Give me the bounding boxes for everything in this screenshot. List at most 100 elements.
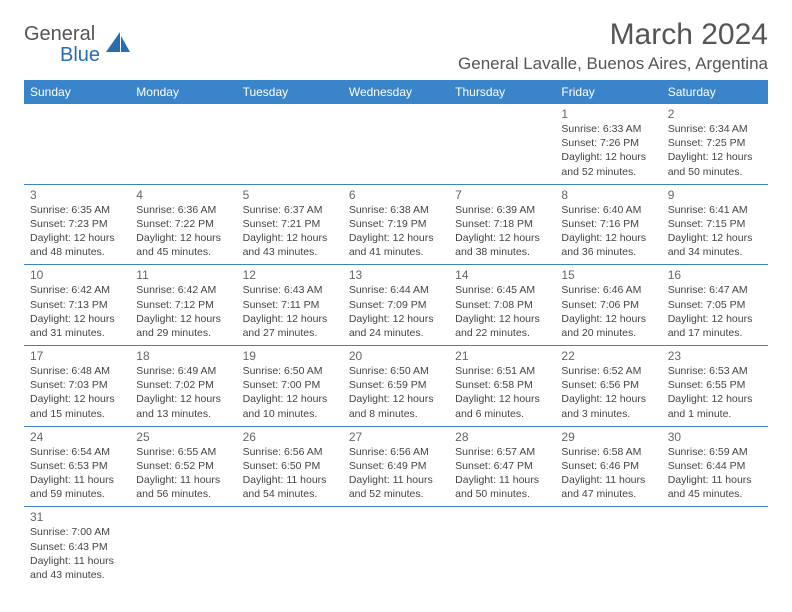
day-cell	[449, 104, 555, 184]
day-number: 26	[243, 430, 337, 444]
calendar: SundayMondayTuesdayWednesdayThursdayFrid…	[24, 80, 768, 587]
day-cell: 30Sunrise: 6:59 AMSunset: 6:44 PMDayligh…	[662, 427, 768, 507]
day-number: 14	[455, 268, 549, 282]
day-number: 30	[668, 430, 762, 444]
day-cell: 13Sunrise: 6:44 AMSunset: 7:09 PMDayligh…	[343, 265, 449, 345]
sunset-text: Sunset: 6:52 PM	[136, 459, 230, 473]
daylight-text: Daylight: 12 hours and 29 minutes.	[136, 312, 230, 340]
sunrise-text: Sunrise: 6:40 AM	[561, 203, 655, 217]
day-cell: 19Sunrise: 6:50 AMSunset: 7:00 PMDayligh…	[237, 346, 343, 426]
daylight-text: Daylight: 12 hours and 6 minutes.	[455, 392, 549, 420]
day-cell	[237, 507, 343, 587]
day-cell: 9Sunrise: 6:41 AMSunset: 7:15 PMDaylight…	[662, 185, 768, 265]
logo-text-blue: Blue	[60, 44, 100, 66]
sunrise-text: Sunrise: 6:33 AM	[561, 122, 655, 136]
day-number: 3	[30, 188, 124, 202]
sunset-text: Sunset: 7:21 PM	[243, 217, 337, 231]
weeks-container: 1Sunrise: 6:33 AMSunset: 7:26 PMDaylight…	[24, 104, 768, 587]
week-row: 24Sunrise: 6:54 AMSunset: 6:53 PMDayligh…	[24, 427, 768, 508]
week-row: 31Sunrise: 7:00 AMSunset: 6:43 PMDayligh…	[24, 507, 768, 587]
sunrise-text: Sunrise: 6:58 AM	[561, 445, 655, 459]
logo: General Blue	[24, 24, 132, 66]
sunrise-text: Sunrise: 6:51 AM	[455, 364, 549, 378]
weekday-header-cell: Thursday	[449, 80, 555, 104]
day-cell: 31Sunrise: 7:00 AMSunset: 6:43 PMDayligh…	[24, 507, 130, 587]
week-row: 10Sunrise: 6:42 AMSunset: 7:13 PMDayligh…	[24, 265, 768, 346]
sunset-text: Sunset: 7:06 PM	[561, 298, 655, 312]
daylight-text: Daylight: 12 hours and 15 minutes.	[30, 392, 124, 420]
day-cell: 21Sunrise: 6:51 AMSunset: 6:58 PMDayligh…	[449, 346, 555, 426]
day-cell: 15Sunrise: 6:46 AMSunset: 7:06 PMDayligh…	[555, 265, 661, 345]
daylight-text: Daylight: 12 hours and 3 minutes.	[561, 392, 655, 420]
day-number: 19	[243, 349, 337, 363]
sunrise-text: Sunrise: 6:50 AM	[349, 364, 443, 378]
day-number: 9	[668, 188, 762, 202]
weekday-header-cell: Wednesday	[343, 80, 449, 104]
day-number: 13	[349, 268, 443, 282]
day-cell: 12Sunrise: 6:43 AMSunset: 7:11 PMDayligh…	[237, 265, 343, 345]
sail-icon	[106, 32, 132, 59]
sunset-text: Sunset: 6:43 PM	[30, 540, 124, 554]
day-number: 5	[243, 188, 337, 202]
sunrise-text: Sunrise: 6:56 AM	[349, 445, 443, 459]
daylight-text: Daylight: 12 hours and 31 minutes.	[30, 312, 124, 340]
sunset-text: Sunset: 7:23 PM	[30, 217, 124, 231]
sunrise-text: Sunrise: 6:34 AM	[668, 122, 762, 136]
sunrise-text: Sunrise: 6:42 AM	[136, 283, 230, 297]
day-number: 18	[136, 349, 230, 363]
day-cell: 11Sunrise: 6:42 AMSunset: 7:12 PMDayligh…	[130, 265, 236, 345]
sunset-text: Sunset: 7:13 PM	[30, 298, 124, 312]
sunset-text: Sunset: 7:15 PM	[668, 217, 762, 231]
sunrise-text: Sunrise: 6:45 AM	[455, 283, 549, 297]
week-row: 17Sunrise: 6:48 AMSunset: 7:03 PMDayligh…	[24, 346, 768, 427]
day-cell: 23Sunrise: 6:53 AMSunset: 6:55 PMDayligh…	[662, 346, 768, 426]
weekday-header-cell: Tuesday	[237, 80, 343, 104]
sunset-text: Sunset: 7:19 PM	[349, 217, 443, 231]
sunrise-text: Sunrise: 6:37 AM	[243, 203, 337, 217]
daylight-text: Daylight: 12 hours and 24 minutes.	[349, 312, 443, 340]
day-cell: 24Sunrise: 6:54 AMSunset: 6:53 PMDayligh…	[24, 427, 130, 507]
daylight-text: Daylight: 12 hours and 8 minutes.	[349, 392, 443, 420]
sunrise-text: Sunrise: 6:43 AM	[243, 283, 337, 297]
daylight-text: Daylight: 12 hours and 27 minutes.	[243, 312, 337, 340]
week-row: 1Sunrise: 6:33 AMSunset: 7:26 PMDaylight…	[24, 104, 768, 185]
day-number: 7	[455, 188, 549, 202]
sunset-text: Sunset: 7:02 PM	[136, 378, 230, 392]
sunset-text: Sunset: 7:18 PM	[455, 217, 549, 231]
daylight-text: Daylight: 11 hours and 43 minutes.	[30, 554, 124, 582]
sunrise-text: Sunrise: 6:36 AM	[136, 203, 230, 217]
day-cell	[449, 507, 555, 587]
week-row: 3Sunrise: 6:35 AMSunset: 7:23 PMDaylight…	[24, 185, 768, 266]
sunset-text: Sunset: 6:58 PM	[455, 378, 549, 392]
sunrise-text: Sunrise: 6:54 AM	[30, 445, 124, 459]
location-subtitle: General Lavalle, Buenos Aires, Argentina	[458, 54, 768, 74]
day-cell	[555, 507, 661, 587]
day-cell	[130, 104, 236, 184]
page-header: General Blue March 2024 General Lavalle,…	[24, 18, 768, 74]
day-number: 25	[136, 430, 230, 444]
daylight-text: Daylight: 12 hours and 10 minutes.	[243, 392, 337, 420]
sunset-text: Sunset: 7:05 PM	[668, 298, 762, 312]
day-number: 31	[30, 510, 124, 524]
weekday-header-cell: Saturday	[662, 80, 768, 104]
day-number: 1	[561, 107, 655, 121]
daylight-text: Daylight: 12 hours and 1 minute.	[668, 392, 762, 420]
day-cell: 29Sunrise: 6:58 AMSunset: 6:46 PMDayligh…	[555, 427, 661, 507]
day-number: 22	[561, 349, 655, 363]
daylight-text: Daylight: 11 hours and 47 minutes.	[561, 473, 655, 501]
day-cell: 17Sunrise: 6:48 AMSunset: 7:03 PMDayligh…	[24, 346, 130, 426]
sunrise-text: Sunrise: 6:55 AM	[136, 445, 230, 459]
weekday-header-cell: Friday	[555, 80, 661, 104]
day-cell	[237, 104, 343, 184]
daylight-text: Daylight: 12 hours and 48 minutes.	[30, 231, 124, 259]
day-number: 17	[30, 349, 124, 363]
day-cell: 28Sunrise: 6:57 AMSunset: 6:47 PMDayligh…	[449, 427, 555, 507]
sunrise-text: Sunrise: 6:39 AM	[455, 203, 549, 217]
sunrise-text: Sunrise: 6:41 AM	[668, 203, 762, 217]
sunset-text: Sunset: 7:25 PM	[668, 136, 762, 150]
day-cell: 27Sunrise: 6:56 AMSunset: 6:49 PMDayligh…	[343, 427, 449, 507]
daylight-text: Daylight: 12 hours and 52 minutes.	[561, 150, 655, 178]
sunset-text: Sunset: 6:55 PM	[668, 378, 762, 392]
day-number: 28	[455, 430, 549, 444]
daylight-text: Daylight: 11 hours and 50 minutes.	[455, 473, 549, 501]
